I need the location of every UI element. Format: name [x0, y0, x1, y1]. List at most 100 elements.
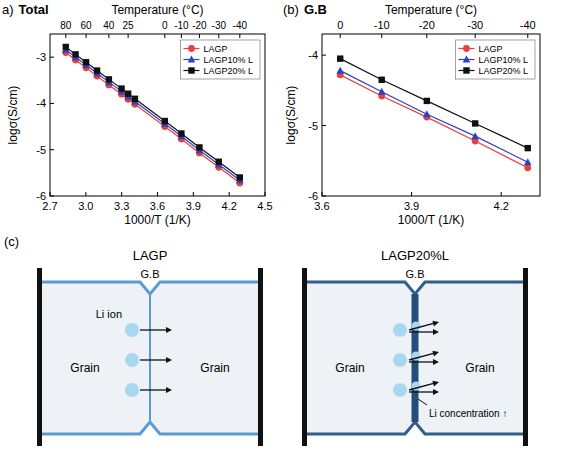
x2-tick — [86, 34, 87, 38]
top-boundary — [40, 282, 260, 294]
arrow-head — [432, 321, 439, 327]
marker-circle — [188, 45, 195, 52]
series-line — [340, 59, 528, 148]
gb-label: G.B — [406, 268, 425, 280]
x2-tick-label: 40 — [103, 20, 115, 31]
arrow-head — [433, 359, 439, 365]
marker-square — [125, 91, 131, 97]
series-line — [340, 75, 528, 168]
li-ion — [393, 323, 407, 337]
x2-tick — [527, 34, 528, 38]
panel-title: G.B — [304, 2, 327, 17]
grain-area — [305, 282, 525, 434]
y-tick — [50, 103, 54, 104]
bottom-boundary — [40, 422, 260, 434]
y-tick-label: -4 — [36, 97, 46, 109]
data-group — [336, 55, 531, 171]
marker-square — [178, 130, 184, 136]
x2-tick — [181, 34, 182, 38]
marker-square — [196, 144, 202, 150]
grain-label: Grain — [200, 361, 229, 375]
marker-square — [83, 59, 89, 65]
arrow-shaft — [409, 353, 435, 360]
panel-letter: (b) — [283, 2, 299, 17]
x2-tick — [65, 34, 66, 38]
panel-title: Total — [19, 2, 49, 17]
panel-letter: a) — [2, 2, 14, 17]
x-tick — [265, 192, 266, 196]
marker-triangle — [463, 56, 471, 63]
arrow-head — [166, 357, 172, 363]
gb-panel: LAGP20%LG.BGrainGrainLi concentration ↑ — [302, 248, 528, 446]
x-tick-label: 3.6 — [150, 200, 165, 212]
arrow-shaft — [409, 323, 435, 330]
x2-axis-title: Temperature (°C) — [111, 3, 203, 17]
x-tick-label: 4.2 — [494, 200, 509, 212]
legend: LAGPLAGP10% LLAGP20% L — [455, 40, 535, 79]
y-tick — [322, 125, 326, 126]
x-tick — [193, 192, 194, 196]
chart-0: a)Total2.73.03.33.63.94.24.5806040250-10… — [2, 2, 273, 227]
li-ion — [125, 323, 139, 337]
x2-tick — [199, 34, 200, 38]
marker-triangle — [188, 56, 196, 63]
y-tick-label: -5 — [308, 120, 318, 132]
grain-boundary — [149, 294, 151, 422]
marker-square — [525, 145, 531, 151]
grain-label: Grain — [335, 361, 364, 375]
legend-box — [455, 40, 535, 79]
side-bar — [523, 268, 528, 446]
bottom-boundary — [305, 422, 525, 434]
x2-axis-title: Temperature (°C) — [385, 3, 477, 17]
side-bar — [302, 268, 307, 446]
y-tick — [322, 196, 326, 197]
marker-square — [162, 118, 168, 124]
marker-square — [379, 77, 385, 83]
gb-label: G.B — [141, 268, 160, 280]
x2-tick-label: 25 — [123, 20, 135, 31]
marker-square — [472, 120, 478, 126]
panel-title: LAGP20%L — [381, 248, 449, 263]
y-tick-label: -6 — [308, 190, 318, 202]
marker-square — [72, 51, 78, 57]
x2-tick — [239, 34, 240, 38]
arrow-shaft — [409, 383, 435, 390]
x-axis-title: 1000/T (1/K) — [398, 213, 464, 227]
arrow-head — [166, 387, 172, 393]
x-tick-label: 4.2 — [222, 200, 237, 212]
x2-tick-label: 80 — [60, 20, 72, 31]
side-bar — [258, 268, 263, 446]
y-tick — [50, 149, 54, 150]
y-tick — [50, 196, 54, 197]
arrow-shaft — [140, 359, 168, 360]
grain-label: Grain — [465, 361, 494, 375]
marker-triangle — [336, 67, 344, 74]
marker-square — [132, 96, 138, 102]
marker-square — [237, 174, 243, 180]
legend-label: LAGP20% L — [203, 66, 253, 76]
x-tick — [85, 192, 86, 196]
chart-1: (b)G.B3.63.94.20-10-20-30-40-6-5-41000/T… — [283, 2, 540, 227]
x2-tick — [218, 34, 219, 38]
x2-tick-label: -10 — [174, 20, 189, 31]
arrow-shaft — [140, 389, 168, 390]
x-tick-label: 3.0 — [78, 200, 93, 212]
marker-square — [106, 76, 112, 82]
marker-square — [463, 67, 469, 73]
marker-triangle — [378, 88, 386, 95]
x2-tick-label: -20 — [419, 19, 435, 31]
x2-tick-label: -30 — [467, 19, 483, 31]
arrow-shaft — [409, 331, 435, 332]
diagram: (c)LAGPG.BGrainGrainLi ionLAGP20%LG.BGra… — [4, 234, 528, 446]
plot-frame — [322, 34, 540, 196]
marker-square — [337, 55, 343, 61]
x2-tick — [164, 34, 165, 38]
arrow-head — [432, 381, 439, 387]
marker-triangle — [471, 132, 479, 139]
legend-label: LAGP20% L — [478, 66, 528, 76]
li-ion — [393, 383, 407, 397]
x2-tick — [426, 34, 427, 38]
panel-title: LAGP — [133, 248, 168, 263]
x-tick-label: 4.5 — [257, 200, 272, 212]
y-tick — [322, 55, 326, 56]
